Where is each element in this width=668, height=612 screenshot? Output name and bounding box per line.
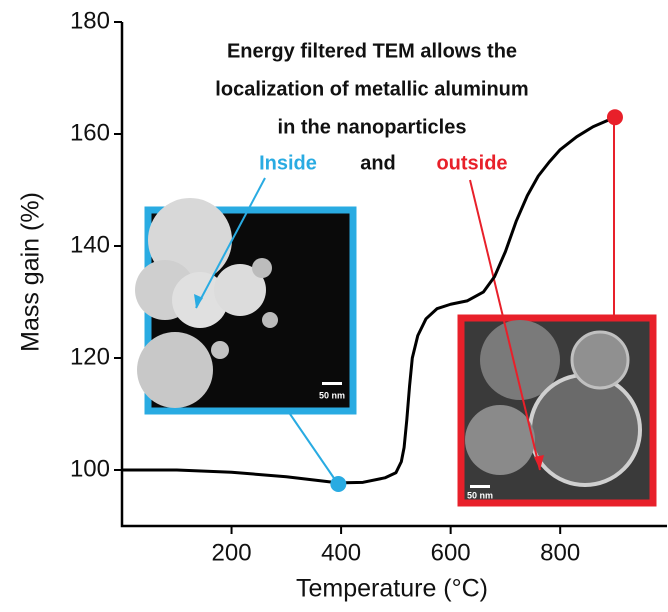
y-tick-label: 160: [70, 119, 110, 146]
x-axis-label: Temperature (°C): [296, 575, 488, 603]
y-axis-label: Mass gain (%): [17, 192, 45, 352]
highlight-point: [606, 109, 623, 126]
inside-label: Inside: [259, 152, 317, 174]
arrow-head: [194, 294, 203, 308]
inset-inside: [135, 198, 357, 415]
scale-bar-label: 50 nm: [467, 490, 493, 500]
arrow: [469, 179, 541, 471]
y-tick-label: 100: [70, 455, 110, 482]
annotation: Energy filtered TEM allows the: [227, 40, 517, 62]
arrow-head: [534, 455, 544, 470]
y-tick-label: 180: [70, 7, 110, 34]
y-tick-label: 140: [70, 231, 110, 258]
inset-outside: [457, 314, 657, 507]
x-tick-label: 600: [431, 539, 471, 566]
x-tick-label: 200: [212, 539, 252, 566]
annotation: localization of metallic aluminum: [215, 78, 528, 100]
x-tick-label: 400: [321, 539, 361, 566]
x-tick-label: 800: [540, 539, 580, 566]
axes: [120, 22, 667, 528]
scale-bar-label: 50 nm: [319, 390, 345, 400]
y-tick-label: 120: [70, 343, 110, 370]
highlight-point: [330, 476, 347, 492]
arrow: [195, 177, 266, 309]
connector: [289, 413, 339, 485]
and-label: and: [360, 152, 396, 174]
outside-label: outside: [436, 152, 507, 174]
annotation: in the nanoparticles: [278, 116, 467, 138]
